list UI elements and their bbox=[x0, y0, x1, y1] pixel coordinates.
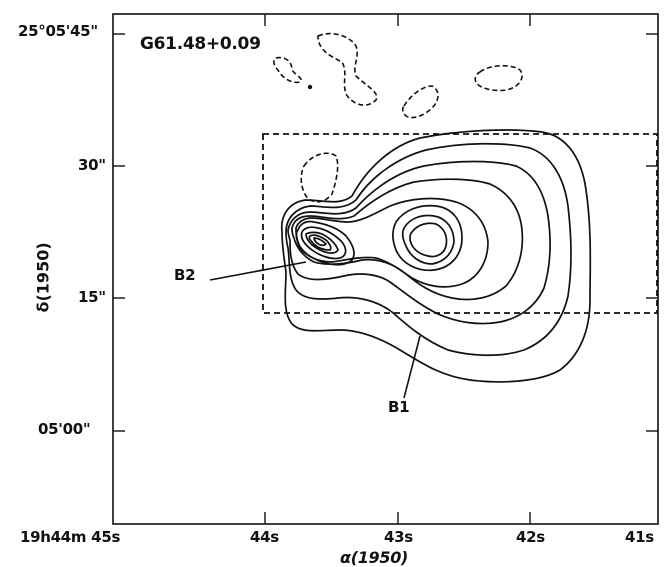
y-tick-label-15: 15" bbox=[78, 288, 106, 306]
negative-contour-2 bbox=[273, 56, 302, 84]
contour-level-9 bbox=[308, 234, 332, 251]
x-tick-label-42: 42s bbox=[516, 528, 545, 546]
contour-level-3 bbox=[287, 160, 551, 325]
negative-contour-4 bbox=[401, 85, 439, 119]
contour-level-8b bbox=[409, 222, 448, 258]
positive-contours bbox=[280, 129, 592, 383]
x-axis-label: α(1950) bbox=[340, 548, 409, 567]
source-label-b2: B2 bbox=[174, 266, 196, 284]
x-tick-label-43: 43s bbox=[384, 528, 413, 546]
plot-frame bbox=[112, 13, 659, 525]
contour-level-2 bbox=[285, 142, 572, 357]
y-tick-label-45: 25°05'45" bbox=[18, 22, 98, 40]
b2-pointer-line bbox=[209, 261, 307, 281]
figure-title: G61.48+0.09 bbox=[140, 34, 261, 54]
negative-contour-3 bbox=[474, 64, 523, 92]
contour-level-5 bbox=[295, 197, 489, 288]
contour-level-7b bbox=[401, 214, 455, 265]
y-tick-marks bbox=[113, 33, 658, 432]
negative-contour-1 bbox=[317, 32, 378, 106]
contour-level-10 bbox=[313, 237, 327, 247]
x-tick-marks bbox=[264, 14, 531, 524]
source-label-b1: B1 bbox=[388, 398, 410, 416]
dot-marker bbox=[307, 84, 313, 90]
y-tick-label-30: 30" bbox=[78, 156, 106, 174]
contour-level-6b bbox=[392, 204, 463, 272]
negative-contours bbox=[273, 32, 523, 203]
contour-level-8 bbox=[305, 231, 339, 254]
y-axis-label: δ(1950) bbox=[33, 242, 53, 313]
contour-level-1 bbox=[280, 129, 592, 383]
contour-level-7 bbox=[300, 226, 347, 260]
y-tick-label-0: 05'00" bbox=[38, 420, 91, 438]
field-box bbox=[262, 133, 658, 314]
x-tick-label-44: 44s bbox=[250, 528, 279, 546]
x-tick-label-45: 19h44m 45s bbox=[20, 528, 121, 546]
negative-contour-5 bbox=[300, 152, 339, 203]
contour-level-6 bbox=[295, 220, 355, 266]
contour-level-4 bbox=[291, 178, 524, 301]
x-tick-label-41: 41s bbox=[625, 528, 654, 546]
b1-pointer-line bbox=[403, 335, 421, 399]
